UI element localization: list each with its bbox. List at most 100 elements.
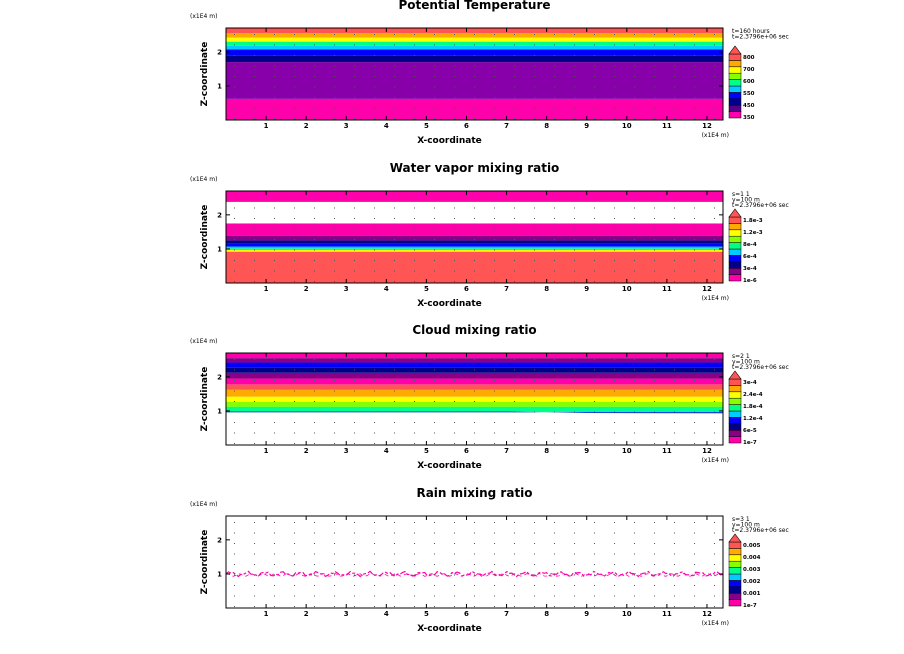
colorbar-label: 6e-4 bbox=[743, 254, 757, 260]
info-text: s=2 1 bbox=[732, 353, 750, 360]
x-tick-label: 5 bbox=[424, 610, 429, 618]
chart-title: Cloud mixing ratio bbox=[412, 323, 536, 337]
x-tick-label: 4 bbox=[384, 447, 389, 455]
color-band-3 bbox=[226, 55, 723, 63]
color-band-7 bbox=[226, 372, 723, 379]
grid-dots bbox=[234, 197, 715, 282]
x-tick-label: 3 bbox=[344, 285, 349, 293]
colorbar-label: 600 bbox=[743, 79, 755, 85]
colorbar-segment bbox=[728, 223, 742, 231]
x-tick-label: 10 bbox=[622, 122, 632, 130]
grid-dots bbox=[234, 522, 715, 607]
info-text: t=160 hours bbox=[732, 28, 770, 35]
z-unit-label: (x1E4 m) bbox=[190, 13, 217, 20]
x-tick-label: 2 bbox=[304, 285, 309, 293]
x-axis-label: X-coordinate bbox=[417, 299, 482, 309]
x-tick-label: 3 bbox=[344, 610, 349, 618]
colorbar-label: 8e-4 bbox=[743, 242, 757, 248]
color-band-5 bbox=[226, 384, 723, 390]
z-tick-label: 2 bbox=[217, 536, 222, 544]
z-axis-label: Z-coordinate bbox=[200, 42, 210, 107]
colorbar-segment bbox=[728, 436, 742, 444]
x-tick-label: 8 bbox=[544, 122, 549, 130]
color-band-9 bbox=[226, 28, 723, 34]
colorbar-segment bbox=[728, 567, 742, 575]
cloud-lower-edge bbox=[226, 411, 723, 414]
color-band-6 bbox=[226, 378, 723, 385]
x-tick-label: 6 bbox=[464, 285, 469, 293]
colorbar-segment bbox=[728, 397, 742, 405]
chart-title: Potential Temperature bbox=[398, 0, 550, 12]
colorbar-segment bbox=[728, 417, 742, 425]
color-band-4 bbox=[226, 389, 723, 397]
colorbar-segment bbox=[728, 229, 742, 237]
colorbar-segment bbox=[728, 554, 742, 562]
colorbar-label: 1.2e-3 bbox=[743, 230, 763, 236]
color-band-2 bbox=[226, 249, 723, 252]
colorbar-label: 0.004 bbox=[743, 555, 761, 561]
info-text: s=1 1 bbox=[732, 191, 750, 198]
z-unit-label: (x1E4 m) bbox=[190, 176, 217, 183]
colorbar-label: 800 bbox=[743, 55, 755, 61]
z-tick-label: 2 bbox=[217, 373, 222, 381]
colorbar-label: 0.002 bbox=[743, 579, 761, 585]
colorbar-segment bbox=[728, 599, 742, 607]
x-tick-label: 2 bbox=[304, 122, 309, 130]
colorbar-label: 0.005 bbox=[743, 543, 761, 549]
x-tick-label: 7 bbox=[504, 610, 509, 618]
colorbar-segment bbox=[728, 548, 742, 556]
color-band-2 bbox=[226, 62, 723, 99]
color-band-4 bbox=[226, 49, 723, 56]
colorbar-label: 0.003 bbox=[743, 567, 761, 573]
colorbar-label: 450 bbox=[743, 103, 755, 109]
panel-1: Potential Temperature(x1E4 m)1 2 3 4 5 6 7 8 9 10… bbox=[190, 0, 789, 146]
x-tick-label: 7 bbox=[504, 285, 509, 293]
x-tick-label: 11 bbox=[662, 610, 672, 618]
colorbar-segment bbox=[728, 111, 742, 119]
x-tick-label: 9 bbox=[584, 285, 589, 293]
panel-3: Cloud mixing ratio(x1E4 m)1 2 3 4 5 6 7 8 9 10 11 1… bbox=[190, 323, 789, 471]
colorbar-label: 6e-5 bbox=[743, 428, 757, 434]
info-text: s=3 1 bbox=[732, 516, 750, 523]
colorbar-arrow bbox=[728, 370, 742, 380]
chart-title: Water vapor mixing ratio bbox=[390, 161, 560, 175]
colorbar-label: 0.001 bbox=[743, 591, 761, 597]
color-band-6 bbox=[226, 41, 723, 46]
color-band-6 bbox=[226, 240, 723, 244]
plot-frame bbox=[225, 27, 724, 121]
colorbar-label: 2.4e-4 bbox=[743, 392, 763, 398]
color-band-8 bbox=[226, 223, 723, 236]
color-band-11 bbox=[226, 353, 723, 359]
info-text: t=2.3796e+06 sec bbox=[732, 34, 789, 41]
colorbar-segment bbox=[728, 385, 742, 393]
x-tick-label: 10 bbox=[622, 285, 632, 293]
info-text: t=2.3796e+06 sec bbox=[732, 527, 789, 534]
colorbar-label: 550 bbox=[743, 91, 755, 97]
x-tick-label: 9 bbox=[584, 610, 589, 618]
color-band-9 bbox=[226, 362, 723, 368]
panel-4: Rain mixing ratio(x1E4 m)1 2 3 4 5 6 7 8 9 10 11 12… bbox=[190, 486, 789, 634]
z-axis-label: Z-coordinate bbox=[200, 367, 210, 432]
x-tick-label: 4 bbox=[384, 285, 389, 293]
x-tick-label: 6 bbox=[464, 610, 469, 618]
z-tick-label: 2 bbox=[217, 211, 222, 219]
plot-frame bbox=[225, 515, 724, 609]
x-tick-label: 1 bbox=[264, 122, 269, 130]
colorbar-segment bbox=[728, 423, 742, 431]
x-tick-label: 6 bbox=[464, 122, 469, 130]
colorbar-label: 1e-7 bbox=[743, 440, 757, 446]
colorbar-label: 3e-4 bbox=[743, 266, 757, 272]
x-tick-label: 5 bbox=[424, 285, 429, 293]
x-tick-label: 12 bbox=[702, 285, 712, 293]
z-tick-label: 1 bbox=[217, 245, 222, 253]
color-band-5 bbox=[226, 243, 723, 247]
color-band-4 bbox=[226, 246, 723, 249]
info-text: t=2.3796e+06 sec bbox=[732, 364, 789, 371]
z-unit-label: (x1E4 m) bbox=[190, 501, 217, 508]
colorbar-label: 3e-4 bbox=[743, 380, 757, 386]
colorbar-label: 1.8e-4 bbox=[743, 404, 763, 410]
panel-2: Water vapor mixing ratio(x1E4 m)1 2 3 4 5 6 7 8… bbox=[190, 161, 789, 309]
x-tick-label: 4 bbox=[384, 610, 389, 618]
colorbar-label: 1.2e-4 bbox=[743, 416, 763, 422]
info-text: t=2.3796e+06 sec bbox=[732, 202, 789, 209]
